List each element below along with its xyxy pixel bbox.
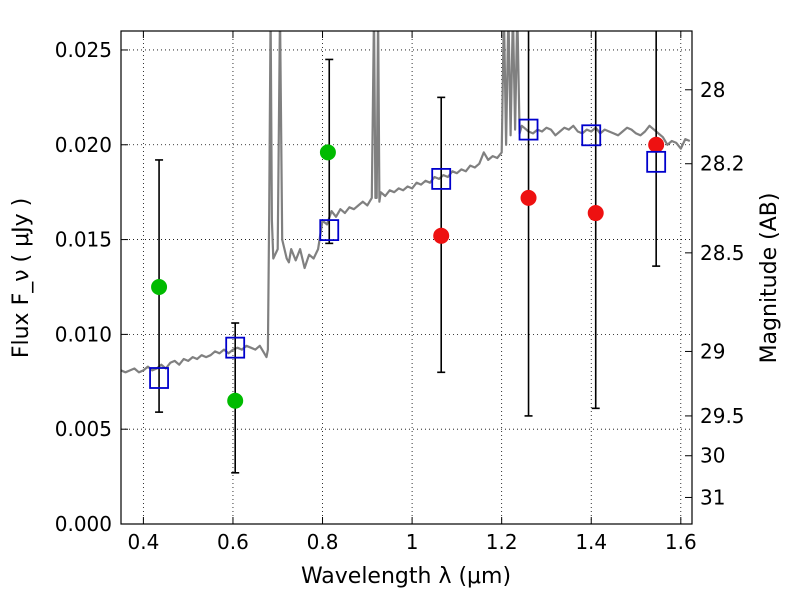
y-tick-label: 0.020 (55, 133, 112, 157)
green-points-marker (151, 278, 168, 295)
model-photometry-marker (646, 150, 667, 173)
plot-frame (120, 30, 693, 525)
model-photometry-marker (225, 336, 246, 359)
axes-ticks: 0.4 0.6 0.8 1 1.2 1.4 1.6 0.000 0.005 0.010 0.015 0… (55, 31, 745, 554)
x-tick-label: 1.4 (575, 530, 607, 554)
y-tick-label: 0.005 (55, 417, 112, 441)
grid (121, 31, 692, 525)
x-axis-title: Wavelength λ (μm) (301, 564, 511, 589)
model-photometry-marker (581, 124, 602, 147)
y-tick-label: 0.010 (55, 322, 112, 346)
x-tick-label: 0.4 (127, 530, 159, 554)
mag-tick-label: 31 (700, 485, 725, 509)
x-tick-label: 1 (406, 530, 419, 554)
red-points-marker (648, 136, 665, 153)
x-tick-label: 0.8 (307, 530, 339, 554)
mag-tick-label: 29.5 (700, 404, 745, 428)
mag-tick-label: 28.2 (700, 152, 745, 176)
y-tick-label: 0.025 (55, 38, 112, 62)
model-photometry-marker (149, 367, 169, 389)
green-points-marker (319, 144, 336, 161)
mag-tick-label: 28.5 (700, 241, 745, 265)
x-tick-label: 0.6 (217, 530, 249, 554)
mag-tick-label: 30 (700, 444, 725, 468)
mag-tick-label: 28 (700, 78, 725, 102)
y-tick-label: 0.000 (55, 512, 112, 536)
x-tick-label: 1.2 (486, 530, 518, 554)
model-photometry-marker (518, 118, 539, 141)
model-photometry-marker (319, 219, 340, 241)
red-points-marker (587, 205, 604, 222)
model-photometry-marker (431, 167, 452, 190)
mag-tick-label: 29 (700, 339, 725, 363)
sed-model-line (121, 31, 691, 374)
x-tick-label: 1.6 (665, 530, 697, 554)
red-points-marker (433, 227, 450, 244)
right-axis-title: Magnitude (AB) (757, 193, 782, 364)
green-points-marker (227, 392, 244, 409)
y-axis-title: Flux F_ν ( μJy ) (9, 198, 34, 358)
red-points-marker (520, 189, 537, 206)
plot-area (121, 31, 691, 474)
y-tick-label: 0.015 (55, 228, 112, 252)
